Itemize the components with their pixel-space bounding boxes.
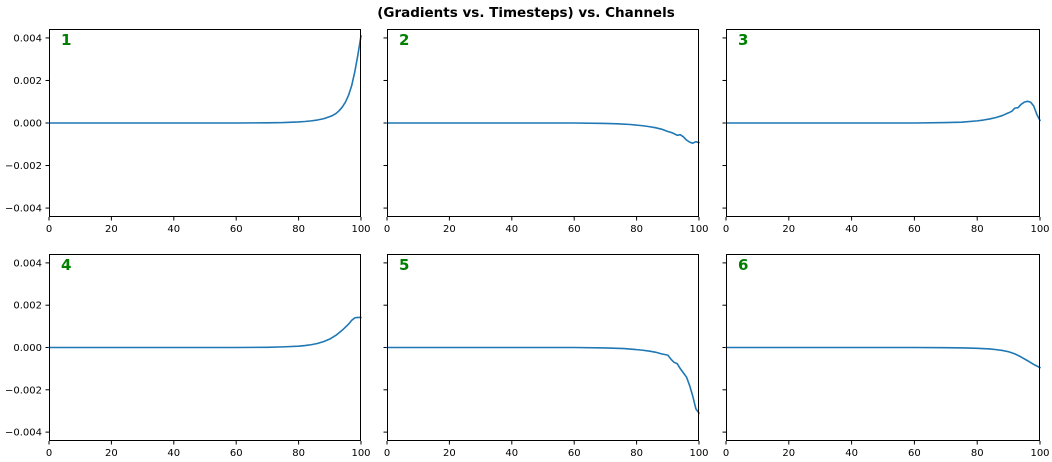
line-chart-1: 0 20 40 60 80 100 −0.004 −0.002 0.000 0.002 0.004	[5, 29, 371, 235]
gradient-line-series	[725, 100, 1041, 124]
y-tick-label: 0.004	[13, 33, 42, 44]
x-tick-label: 20	[105, 224, 118, 235]
x-tick-label: 60	[908, 448, 921, 459]
gradient-line-series	[386, 346, 700, 414]
x-tick-label: 0	[46, 224, 52, 235]
y-tick-label: 0.002	[13, 301, 42, 312]
x-tick-label: 80	[971, 224, 984, 235]
x-tick-label: 80	[971, 448, 984, 459]
line-chart-5: 0 20 40 60 80 100	[383, 254, 709, 459]
x-tick-label: 40	[845, 224, 858, 235]
y-tick-label: −0.002	[5, 161, 42, 172]
y-tick-label: 0.000	[13, 119, 42, 130]
x-tick-label: 0	[384, 224, 390, 235]
channel-label-2: 2	[399, 31, 410, 49]
line-chart-4: 0 20 40 60 80 100 −0.004 −0.002 0.000 0.002 0.004	[5, 254, 371, 459]
x-tick-label: 100	[1030, 448, 1049, 459]
x-tick-label: 60	[568, 448, 581, 459]
x-tick-label: 100	[689, 224, 708, 235]
subplot-channel-1: 1 0 20 40 60 80 100 −0.004 −0.002 0.000 0.002 0.00…	[5, 29, 371, 235]
subplot-channel-4: 4 0 20 40 60 80 100 −0.004 −0.002 0.000 0.002 0.00…	[5, 254, 371, 459]
x-tick-label: 20	[443, 224, 456, 235]
x-tick-label: 80	[292, 448, 305, 459]
axes-spines	[387, 254, 699, 441]
axes-spines	[49, 254, 361, 441]
gradient-line-series	[386, 122, 700, 144]
gradient-line-series	[725, 346, 1041, 369]
x-tick-label: 40	[505, 224, 518, 235]
x-tick-label: 20	[782, 224, 795, 235]
subplot-channel-6: 6 0 20 40 60 80 100	[722, 254, 1050, 459]
axes-spines	[726, 29, 1040, 217]
x-tick-label: 40	[505, 448, 518, 459]
subplot-channel-3: 3 0 20 40 60 80 100	[722, 29, 1050, 235]
x-tick-label: 100	[1030, 224, 1049, 235]
x-tick-label: 20	[105, 448, 118, 459]
x-tick-label: 60	[230, 224, 243, 235]
x-tick-label: 100	[351, 224, 370, 235]
line-chart-6: 0 20 40 60 80 100	[722, 254, 1050, 459]
channel-label-3: 3	[738, 31, 749, 49]
axes-spines	[49, 29, 361, 217]
x-tick-label: 20	[443, 448, 456, 459]
y-tick-label: −0.004	[5, 428, 42, 439]
axes-spines	[387, 29, 699, 217]
line-chart-3: 0 20 40 60 80 100	[722, 29, 1050, 235]
x-tick-label: 20	[782, 448, 795, 459]
x-tick-label: 100	[351, 448, 370, 459]
x-tick-label: 40	[845, 448, 858, 459]
axes-spines	[726, 254, 1040, 441]
y-tick-label: −0.004	[5, 204, 42, 215]
x-tick-label: 60	[568, 224, 581, 235]
x-tick-label: 0	[723, 224, 729, 235]
x-tick-label: 80	[630, 448, 643, 459]
x-tick-label: 80	[292, 224, 305, 235]
y-tick-label: 0.002	[13, 76, 42, 87]
y-tick-label: −0.002	[5, 385, 42, 396]
x-tick-label: 80	[630, 224, 643, 235]
gradient-line-series	[48, 316, 362, 349]
x-tick-label: 100	[689, 448, 708, 459]
x-tick-label: 40	[167, 224, 180, 235]
y-tick-label: 0.000	[13, 343, 42, 354]
x-tick-label: 0	[384, 448, 390, 459]
channel-label-1: 1	[61, 31, 72, 49]
channel-label-5: 5	[399, 256, 410, 274]
subplot-channel-5: 5 0 20 40 60 80 100	[383, 254, 709, 459]
subplot-channel-2: 2 0 20 40 60 80 100	[383, 29, 709, 235]
gradient-line-series	[48, 35, 362, 124]
x-tick-label: 60	[908, 224, 921, 235]
x-tick-label: 60	[230, 448, 243, 459]
channel-label-4: 4	[61, 256, 72, 274]
y-tick-label: 0.004	[13, 258, 42, 269]
x-tick-label: 0	[723, 448, 729, 459]
figure-title: (Gradients vs. Timesteps) vs. Channels	[377, 5, 675, 21]
channel-label-6: 6	[738, 256, 749, 274]
x-tick-label: 40	[167, 448, 180, 459]
line-chart-2: 0 20 40 60 80 100	[383, 29, 709, 235]
x-tick-label: 0	[46, 448, 52, 459]
